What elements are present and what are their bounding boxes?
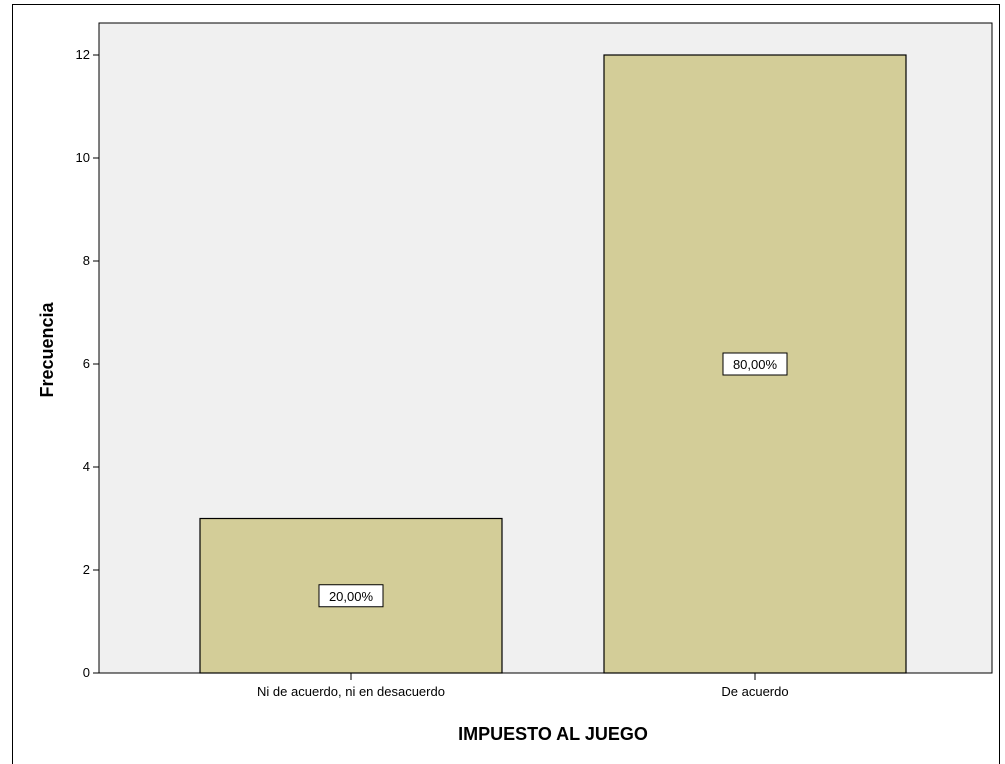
y-tick-label: 8 (83, 253, 90, 268)
x-tick-label: Ni de acuerdo, ni en desacuerdo (257, 684, 445, 699)
x-tick-label: De acuerdo (721, 684, 788, 699)
x-axis-title: IMPUESTO AL JUEGO (458, 724, 648, 744)
y-tick-label: 2 (83, 562, 90, 577)
y-axis-title: Frecuencia (37, 301, 57, 397)
y-tick-label: 6 (83, 356, 90, 371)
data-label-text: 20,00% (329, 589, 374, 604)
y-tick-label: 12 (76, 47, 90, 62)
data-labels: 20,00% 80,00% (318, 352, 788, 608)
x-axis: Ni de acuerdo, ni en desacuerdo De acuerd… (257, 673, 789, 699)
data-label: 20,00% (318, 584, 384, 608)
data-label: 80,00% (722, 352, 788, 376)
data-label-text: 80,00% (733, 357, 778, 372)
chart-frame (12, 4, 1000, 764)
data-label-box (318, 584, 384, 608)
y-tick-label: 10 (76, 150, 90, 165)
y-axis: 0 2 4 6 8 10 12 (76, 47, 99, 680)
data-label-box (722, 352, 788, 376)
y-tick-label: 4 (83, 459, 90, 474)
y-tick-label: 0 (83, 665, 90, 680)
